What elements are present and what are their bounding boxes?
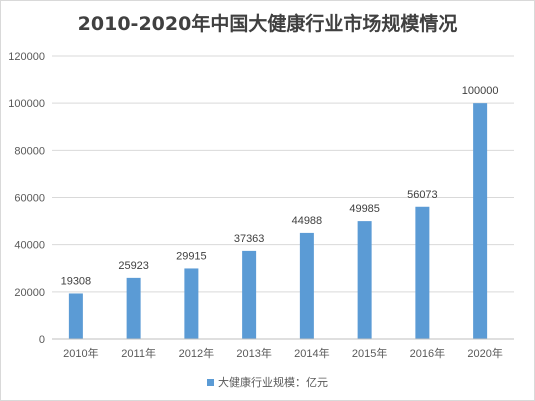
x-tick-label: 2013年 — [236, 346, 271, 360]
y-axis: 0 20000 40000 60000 80000 100000 120000 — [8, 51, 45, 346]
bar — [242, 250, 257, 339]
x-tick-label: 2020年 — [467, 346, 502, 360]
data-labels: 19308 25923 29915 37363 44988 49985 56073 10000… — [61, 85, 499, 287]
chart-title: 2010-2020年中国大健康行业市场规模情况 — [77, 13, 458, 35]
bar — [126, 277, 141, 339]
data-label: 19308 — [61, 275, 92, 287]
bar — [299, 232, 314, 339]
legend: 大健康行业规模：亿元 — [1, 374, 534, 390]
data-label: 25923 — [118, 260, 149, 272]
data-label: 29915 — [176, 250, 207, 262]
y-tick-label: 0 — [39, 334, 45, 346]
legend-swatch — [207, 378, 214, 386]
bar — [473, 103, 488, 340]
data-label: 56073 — [407, 189, 438, 201]
legend-label: 大健康行业规模：亿元 — [218, 376, 328, 389]
x-tick-label: 2010年 — [63, 346, 98, 360]
y-tick-label: 20000 — [14, 287, 45, 299]
bar — [68, 293, 83, 339]
x-tick-label: 2014年 — [294, 346, 329, 360]
y-tick-label: 80000 — [14, 145, 45, 157]
data-label: 49985 — [349, 203, 380, 215]
x-tick-label: 2012年 — [179, 346, 214, 360]
data-label: 100000 — [462, 85, 499, 97]
x-tick-label: 2011年 — [121, 346, 156, 360]
y-tick-label: 60000 — [14, 193, 45, 205]
y-tick-label: 40000 — [14, 240, 45, 252]
bar — [357, 221, 372, 339]
data-label: 44988 — [292, 215, 323, 227]
y-tick-label: 100000 — [8, 98, 45, 110]
x-tick-label: 2016年 — [410, 346, 445, 360]
bar — [184, 268, 199, 339]
bar — [415, 206, 430, 339]
bars — [68, 103, 488, 340]
y-tick-label: 120000 — [8, 51, 45, 63]
x-tick-label: 2015年 — [352, 346, 387, 360]
x-axis: 2010年 2011年 2012年 2013年 2014年 2015年 2016年 2020年 — [52, 338, 514, 360]
data-label: 37363 — [234, 233, 265, 245]
gridlines — [52, 55, 514, 293]
